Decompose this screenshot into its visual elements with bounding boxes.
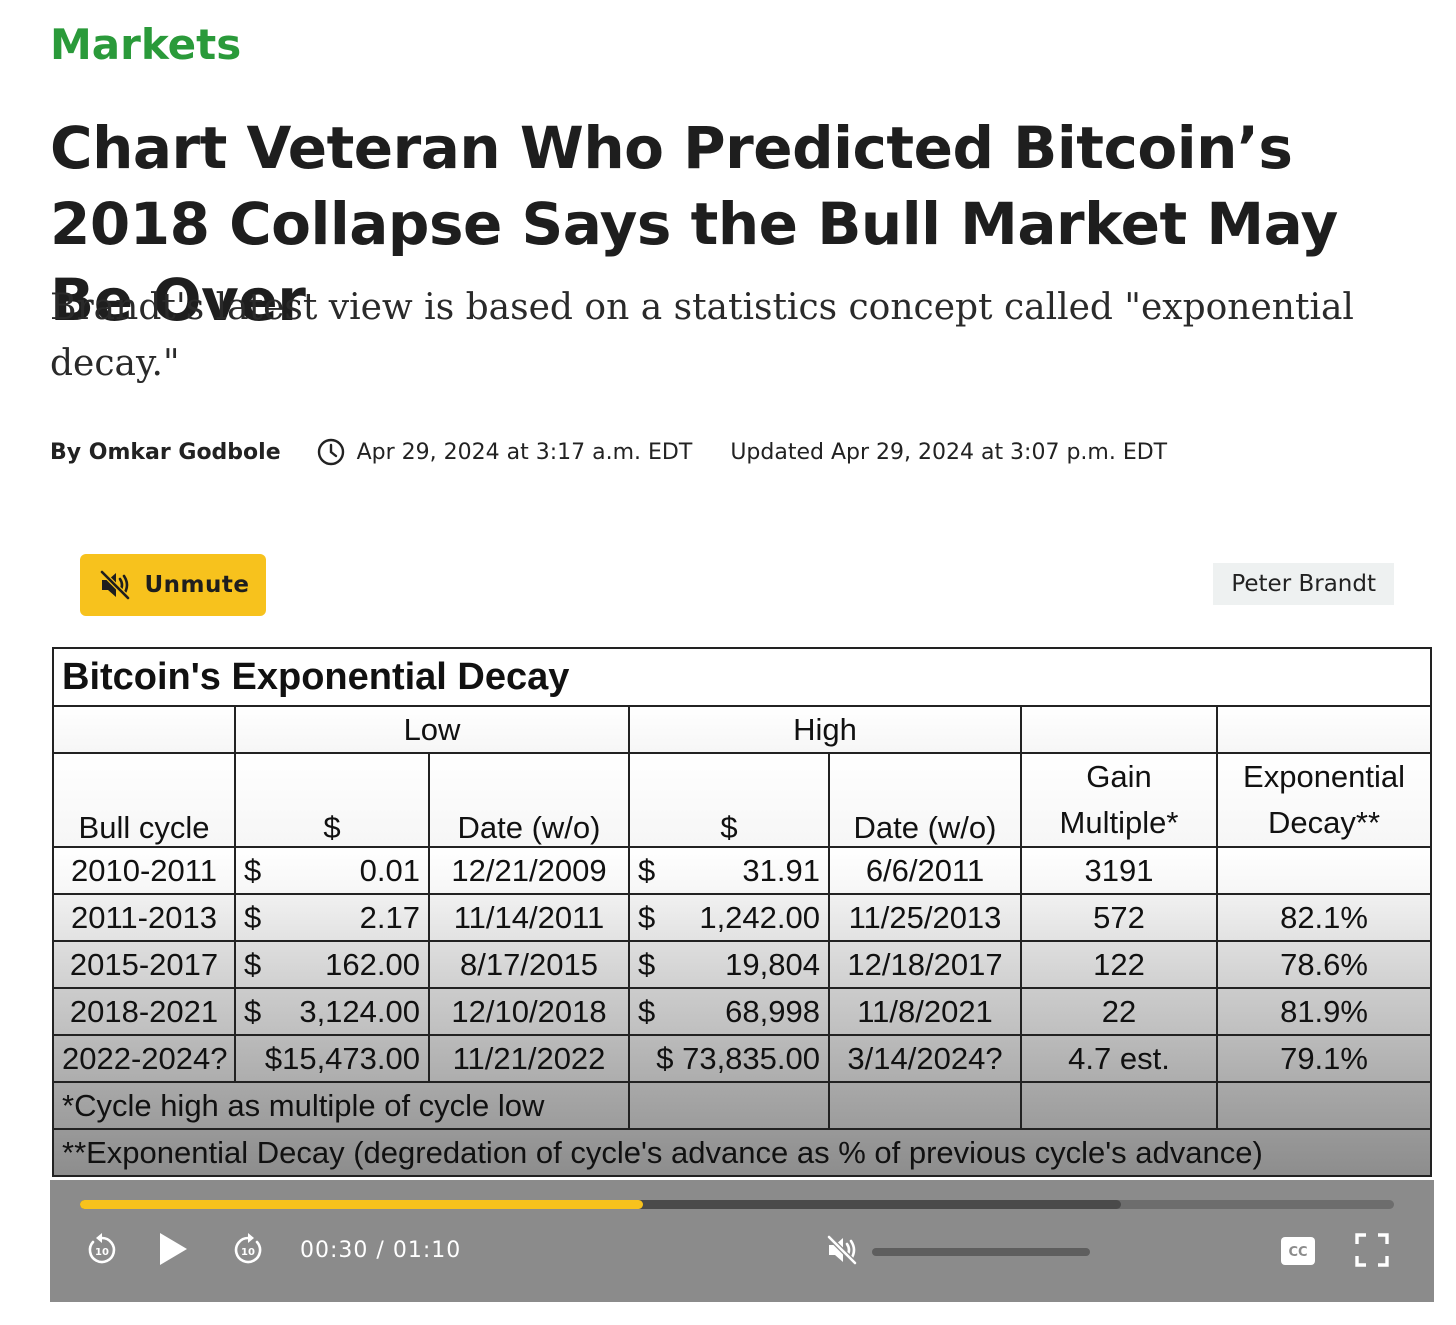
svg-text:10: 10 [95,1247,109,1258]
column-header-row: Bull cycle $ Date (w/o) $ Date (w/o) Gai… [52,752,1433,848]
group-header-row: Low High [52,705,1433,754]
table-row: 2015-2017 $162.00 8/17/2015 $19,804 12/1… [52,940,1433,989]
footnote-row: *Cycle high as multiple of cycle low [52,1081,1433,1130]
forward-10-icon: 10 [234,1233,262,1264]
table-title: Bitcoin's Exponential Decay [51,647,1433,707]
progress-bar[interactable] [80,1200,1394,1209]
header-exponential-decay: Exponential Decay** [1215,752,1433,848]
muted-speaker-icon [827,1235,857,1265]
video-controls: 10 10 00:30 / 01:10 [50,1180,1434,1302]
video-credit: Peter Brandt [1213,563,1394,605]
header-low-usd: $ [234,752,430,848]
progress-fill [80,1200,644,1209]
time-display: 00:30 / 01:10 [300,1238,461,1263]
time-separator: / [376,1238,385,1263]
header-bull-cycle: Bull cycle [52,752,236,848]
section-label[interactable]: Markets [50,20,242,69]
table-row: 2022-2024? $15,473.00 11/21/2022 $ 73,83… [52,1034,1433,1083]
author-link[interactable]: By Omkar Godbole [50,439,281,465]
byline: By Omkar Godbole Apr 29, 2024 at 3:17 a.… [50,438,1167,466]
high-group-header: High [628,705,1022,754]
table-row: 2010-2011 $0.01 12/21/2009 $31.91 6/6/20… [52,846,1433,895]
unmute-button[interactable]: Unmute [80,554,266,616]
svg-text:10: 10 [241,1247,255,1258]
footnote-gain: *Cycle high as multiple of cycle low [52,1081,630,1130]
fullscreen-icon [1355,1233,1389,1267]
table-title-row: Bitcoin's Exponential Decay [51,647,1433,707]
header-gain-multiple: Gain Multiple* [1020,752,1218,848]
fullscreen-button[interactable] [1354,1232,1390,1268]
published-date: Apr 29, 2024 at 3:17 a.m. EDT [356,439,693,465]
header-low-date: Date (w/o) [428,752,630,848]
muted-speaker-icon [99,570,130,600]
subheadline: Brandt's latest view is based on a stati… [50,287,1354,384]
volume-mute-button[interactable] [824,1232,860,1268]
headline: Chart Veteran Who Predicted Bitcoin’s 20… [50,114,1338,334]
footnote-row: **Exponential Decay (degredation of cycl… [51,1128,1433,1177]
video-player[interactable]: Unmute Peter Brandt Bitcoin's Exponentia… [50,530,1434,1302]
video-frame-table: Bitcoin's Exponential Decay Low High Bul… [51,647,1433,1177]
clock-icon [317,438,344,466]
updated-date: Updated Apr 29, 2024 at 3:07 p.m. EDT [730,439,1168,465]
svg-text:CC: CC [1288,1245,1307,1260]
current-time: 00:30 [300,1238,369,1263]
table-row: 2018-2021 $3,124.00 12/10/2018 $68,998 1… [52,987,1433,1036]
play-icon [160,1233,187,1265]
decay-table: Bitcoin's Exponential Decay Low High Bul… [51,647,1433,1177]
unmute-label: Unmute [144,572,250,598]
rewind-10-icon: 10 [88,1233,116,1264]
footnote-decay: **Exponential Decay (degredation of cycl… [51,1128,1433,1177]
play-button[interactable] [156,1230,190,1268]
forward-10-button[interactable]: 10 [230,1232,266,1268]
table-row: 2011-2013 $2.17 11/14/2011 $1,242.00 11/… [52,893,1433,942]
header-high-date: Date (w/o) [828,752,1022,848]
rewind-10-button[interactable]: 10 [84,1232,120,1268]
volume-slider[interactable] [872,1248,1090,1256]
captions-button[interactable]: CC [1280,1236,1316,1266]
low-group-header: Low [234,705,630,754]
duration: 01:10 [392,1238,462,1263]
header-high-usd: $ [628,752,830,848]
closed-captions-icon: CC [1281,1237,1315,1265]
